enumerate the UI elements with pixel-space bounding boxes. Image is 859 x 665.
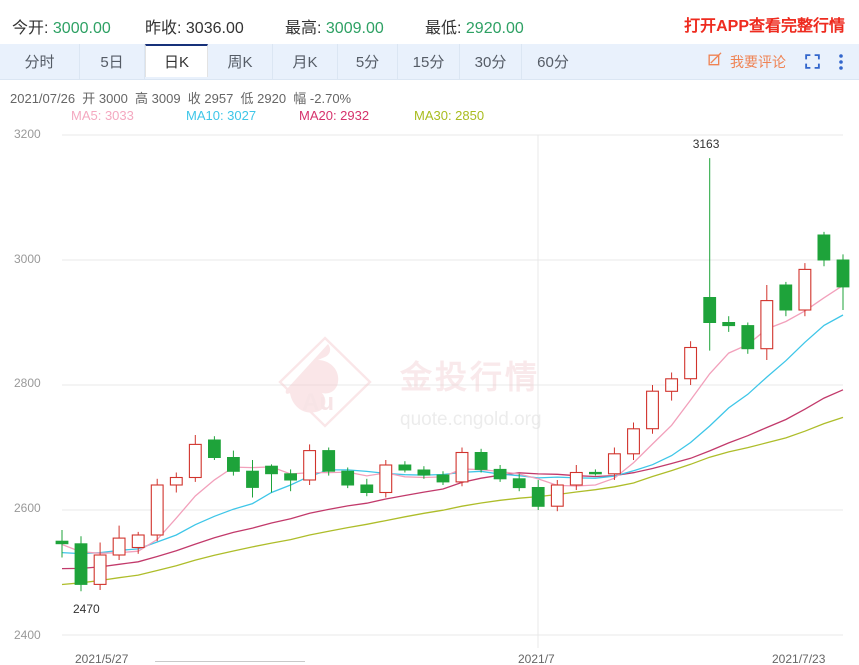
svg-text:2470: 2470 bbox=[73, 602, 100, 616]
svg-text:Au: Au bbox=[302, 389, 334, 416]
svg-text:金投行情: 金投行情 bbox=[399, 359, 540, 395]
svg-text:quote.cngold.org: quote.cngold.org bbox=[400, 409, 542, 430]
svg-text:3163: 3163 bbox=[693, 137, 720, 151]
